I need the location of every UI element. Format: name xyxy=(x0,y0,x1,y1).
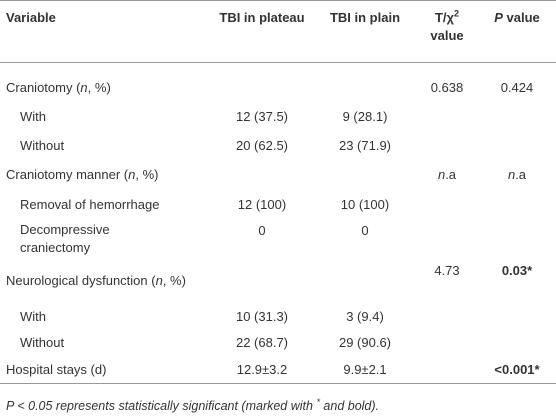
cell: 0.424 xyxy=(500,79,534,95)
footnote-text: < 0.05 represents statistically signific… xyxy=(13,399,317,413)
cell: Removal of hemorrhage xyxy=(20,196,160,212)
footnote-text: P xyxy=(6,399,14,413)
header-text: TBI in plateau xyxy=(219,10,305,25)
header-text: Variable xyxy=(6,10,56,25)
footnote-text: and bold). xyxy=(319,399,380,413)
row: Without 22 (68.7) 29 (90.6) xyxy=(0,330,556,357)
cell: With xyxy=(20,308,46,324)
cell-text: , %) xyxy=(87,79,111,95)
cell-text: Craniotomy manner ( xyxy=(6,166,129,182)
header-text: value xyxy=(502,10,540,25)
cell: 0 xyxy=(258,222,266,238)
cell-text: n xyxy=(128,166,136,182)
cell: Craniotomy (n, %) xyxy=(0,63,210,103)
results-table: Variable TBI in plateau TBI in plain T/χ… xyxy=(0,0,556,384)
row: With 12 (37.5) 9 (28.1) xyxy=(0,103,556,132)
cell: 23 (71.9) xyxy=(338,137,392,153)
header-sup: 2 xyxy=(454,8,460,19)
cell: 9.9±2.1 xyxy=(314,356,416,384)
cell: 10 (100) xyxy=(340,196,390,212)
cell: Without xyxy=(20,137,65,153)
header-cell: TBI in plain xyxy=(314,0,416,63)
row: Craniotomy (n, %) 0.638 0.424 xyxy=(0,63,556,103)
footnote-sup: * xyxy=(316,396,320,407)
cell: 0.638 xyxy=(430,79,464,95)
cell: 12 (37.5) xyxy=(235,109,289,124)
cell: Hospital stays (d) xyxy=(0,356,210,384)
header-cell: TBI in plateau xyxy=(210,0,314,63)
header-text: T/χ xyxy=(434,10,455,25)
cell: <0.001* xyxy=(478,356,556,384)
row: Craniotomy manner (n, %) n.a n.a xyxy=(0,160,556,190)
cell: Craniotomy manner (n, %) xyxy=(0,160,210,190)
cell-text: n xyxy=(437,166,446,182)
cell: 10 (31.3) xyxy=(235,308,289,324)
header-text: value xyxy=(430,28,464,43)
header-row: Variable TBI in plateau TBI in plain T/χ… xyxy=(0,0,556,63)
cell: 3 (9.4) xyxy=(346,308,384,324)
cell-text: n xyxy=(80,79,88,95)
cell: n.a xyxy=(478,160,556,190)
cell-text: n xyxy=(507,166,516,182)
cell-text: <0.001* xyxy=(494,361,540,377)
cell: n.a xyxy=(416,160,478,190)
header-text: P xyxy=(494,10,503,25)
row: Decompressive craniectomy 0 0 xyxy=(0,220,556,258)
cell-text: , %) xyxy=(135,166,159,182)
row: With 10 (31.3) 3 (9.4) xyxy=(0,304,556,330)
header-cell: P value xyxy=(478,0,556,63)
cell: 4.73 xyxy=(434,262,460,278)
cell: Neurological dysfunction (n, %) xyxy=(0,258,210,304)
cell: 12.9±3.2 xyxy=(210,356,314,384)
cell-text: Craniotomy ( xyxy=(6,79,81,95)
cell: With xyxy=(20,109,46,124)
cell-text: , %) xyxy=(162,272,186,288)
cell: 0 xyxy=(361,222,369,238)
cell: Decompressive craniectomy xyxy=(20,221,110,255)
cell-text: 0.03* xyxy=(501,262,533,278)
cell-text: Neurological dysfunction ( xyxy=(6,272,156,288)
cell: Without xyxy=(20,335,65,350)
cell-text: .a xyxy=(445,166,457,182)
header-cell: T/χ2 value xyxy=(416,0,478,63)
footnote: P < 0.05 represents statistically signif… xyxy=(6,396,380,413)
cell: 12 (100) xyxy=(237,196,287,212)
cell: 22 (68.7) xyxy=(235,335,289,350)
row: Hospital stays (d) 12.9±3.2 9.9±2.1 <0.0… xyxy=(0,356,556,384)
cell: 20 (62.5) xyxy=(235,137,289,153)
cell-text: .a xyxy=(515,166,527,182)
cell: 9 (28.1) xyxy=(342,109,388,124)
row: Neurological dysfunction (n, %) 4.73 0.0… xyxy=(0,258,556,304)
row: Removal of hemorrhage 12 (100) 10 (100) xyxy=(0,190,556,220)
header-cell: Variable xyxy=(0,0,210,63)
row: Without 20 (62.5) 23 (71.9) xyxy=(0,132,556,160)
header-text: TBI in plain xyxy=(329,10,401,25)
cell-text: n xyxy=(155,272,163,288)
cell: 0.03* xyxy=(478,258,556,304)
cell: 29 (90.6) xyxy=(338,335,392,350)
